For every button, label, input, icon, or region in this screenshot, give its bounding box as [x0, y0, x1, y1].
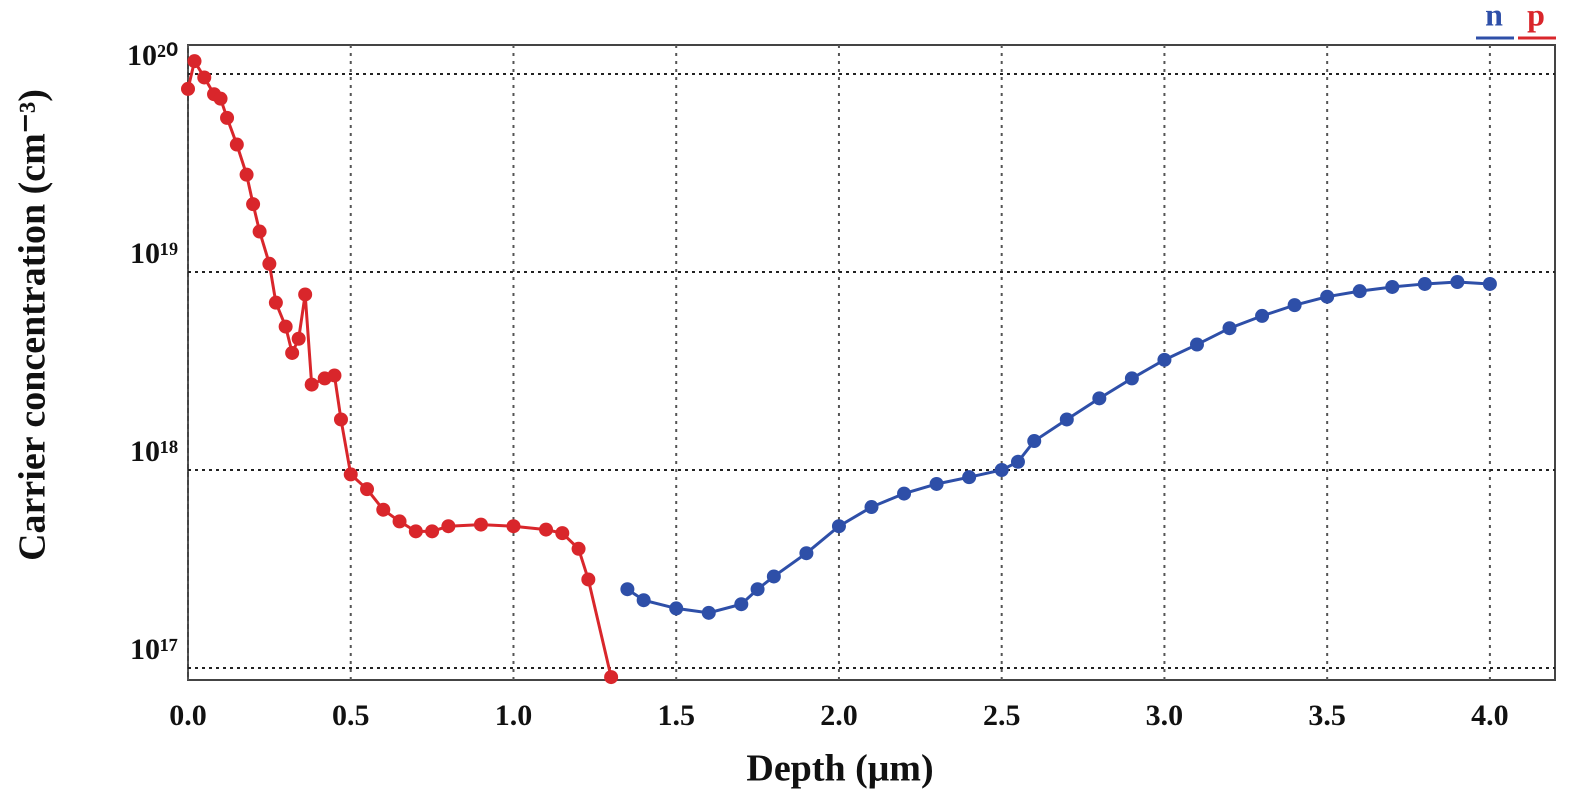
x-tick-label: 3.5: [1308, 699, 1346, 732]
data-point: [425, 524, 440, 539]
x-tick-label: 4.0: [1471, 699, 1509, 732]
data-point: [1010, 454, 1025, 469]
data-point: [304, 377, 319, 392]
data-point: [1027, 434, 1042, 449]
data-point: [1124, 371, 1139, 386]
legend-label: n: [1485, 0, 1503, 32]
data-point: [581, 572, 596, 587]
data-point: [343, 467, 358, 482]
data-point: [799, 546, 814, 561]
y-axis-title: Carrier concentration (cm⁻³): [12, 89, 54, 561]
data-point: [620, 582, 635, 597]
data-point: [539, 522, 554, 537]
x-tick-label: 1.0: [495, 699, 533, 732]
data-point: [239, 167, 254, 182]
data-point: [864, 500, 879, 515]
data-point: [376, 502, 391, 517]
data-point: [669, 601, 684, 616]
data-point: [1222, 321, 1237, 336]
data-point: [831, 519, 846, 534]
data-point: [994, 462, 1009, 477]
x-tick-label: 3.0: [1146, 699, 1184, 732]
data-point: [1287, 298, 1302, 313]
data-point: [298, 287, 313, 302]
data-point: [473, 517, 488, 532]
series-line: [626, 280, 1490, 615]
data-point: [555, 526, 570, 541]
data-point: [1157, 352, 1172, 367]
data-point: [1059, 412, 1074, 427]
y-tick-label: 10¹⁹: [130, 237, 178, 270]
data-point: [408, 524, 423, 539]
data-point: [441, 519, 456, 534]
data-point: [291, 331, 306, 346]
legend-label: p: [1527, 0, 1545, 32]
data-point: [213, 91, 228, 106]
data-point: [1255, 308, 1270, 323]
data-point: [1189, 337, 1204, 352]
data-point: [750, 582, 765, 597]
data-point: [268, 295, 283, 310]
data-point: [252, 224, 267, 239]
data-point: [1320, 289, 1335, 304]
data-point: [1450, 274, 1465, 289]
y-tick-label: 10¹⁷: [130, 633, 178, 666]
x-tick-label: 0.5: [332, 699, 370, 732]
data-point: [220, 110, 235, 125]
data-point: [197, 70, 212, 85]
x-tick-label: 2.5: [983, 699, 1021, 732]
data-point: [1417, 276, 1432, 291]
data-point: [181, 81, 195, 96]
data-point: [571, 541, 586, 556]
data-point: [187, 54, 202, 69]
x-axis-title: Depth (μm): [746, 748, 933, 790]
series-line: [186, 57, 613, 678]
data-point: [1092, 391, 1107, 406]
data-point: [333, 412, 348, 427]
data-point: [229, 137, 244, 152]
x-tick-label: 0.0: [169, 699, 207, 732]
y-tick-label: 10²⁰: [127, 39, 178, 72]
x-tick-label: 2.0: [820, 699, 858, 732]
data-point: [1385, 279, 1400, 294]
y-tick-label: 10¹⁸: [130, 435, 178, 468]
data-point: [506, 519, 521, 534]
data-point: [285, 345, 300, 360]
data-point: [734, 597, 749, 612]
data-point: [327, 368, 342, 383]
data-point: [766, 569, 781, 584]
data-point: [962, 470, 977, 485]
data-point: [278, 319, 293, 334]
data-point: [1352, 284, 1367, 299]
data-point: [897, 486, 912, 501]
data-point: [360, 482, 375, 497]
data-point: [1482, 276, 1497, 291]
data-point: [604, 670, 619, 685]
data-point: [246, 197, 261, 212]
plot-frame: [187, 44, 1556, 681]
x-tick-label: 1.5: [657, 699, 695, 732]
data-point: [262, 256, 277, 271]
data-point: [636, 593, 651, 608]
data-point: [701, 605, 716, 620]
data-point: [929, 476, 944, 491]
data-point: [392, 514, 407, 529]
